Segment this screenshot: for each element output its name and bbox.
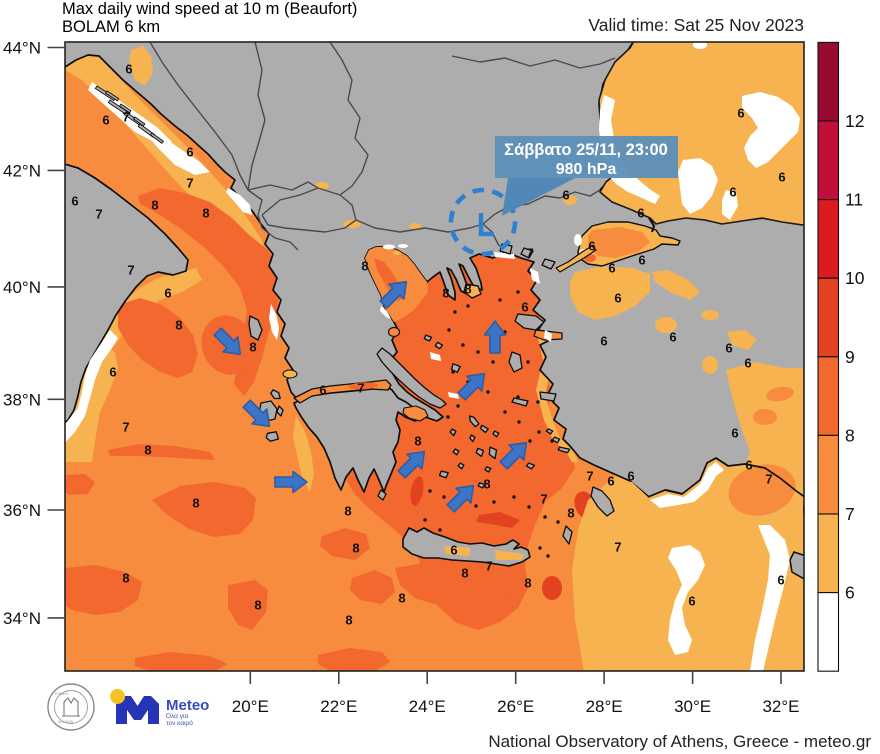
svg-text:32°E: 32°E — [762, 697, 799, 716]
svg-text:8: 8 — [845, 425, 855, 445]
svg-text:Max daily wind speed at 10 m (: Max daily wind speed at 10 m (Beaufort) — [62, 0, 357, 18]
svg-text:8: 8 — [151, 198, 158, 213]
svg-text:6: 6 — [737, 106, 744, 121]
svg-text:Meteo: Meteo — [166, 697, 209, 714]
svg-text:National Observatory of Athens: National Observatory of Athens, Greece -… — [488, 732, 871, 751]
svg-text:8: 8 — [524, 576, 531, 591]
svg-text:6: 6 — [777, 573, 784, 588]
svg-text:7: 7 — [357, 381, 364, 396]
svg-text:8: 8 — [345, 613, 352, 628]
svg-text:6: 6 — [637, 206, 644, 221]
svg-text:BOLAM 6 km: BOLAM 6 km — [62, 18, 160, 36]
svg-text:7: 7 — [95, 207, 102, 222]
svg-text:6: 6 — [521, 300, 528, 315]
svg-text:8: 8 — [254, 598, 261, 613]
svg-text:6: 6 — [109, 365, 116, 380]
svg-text:6: 6 — [725, 341, 732, 356]
svg-text:28°E: 28°E — [586, 697, 623, 716]
svg-text:44°N: 44°N — [3, 39, 41, 58]
svg-text:20°E: 20°E — [232, 697, 269, 716]
svg-text:6: 6 — [450, 543, 457, 558]
svg-text:8: 8 — [414, 434, 421, 449]
svg-text:8: 8 — [202, 206, 209, 221]
svg-text:6: 6 — [729, 185, 736, 200]
svg-text:6: 6 — [164, 286, 171, 301]
svg-text:26°E: 26°E — [497, 697, 534, 716]
svg-text:38°N: 38°N — [3, 390, 41, 409]
svg-text:6: 6 — [71, 194, 78, 209]
svg-text:8: 8 — [464, 282, 471, 297]
svg-text:8: 8 — [483, 477, 490, 492]
svg-text:6: 6 — [614, 291, 621, 306]
svg-text:8: 8 — [352, 541, 359, 556]
svg-text:ΕΘΝΙΚΟ: ΕΘΝΙΚΟ — [55, 692, 69, 696]
svg-text:12: 12 — [845, 111, 864, 131]
svg-text:8: 8 — [361, 259, 368, 274]
svg-text:40°N: 40°N — [3, 278, 41, 297]
svg-text:6: 6 — [600, 334, 607, 349]
svg-text:6: 6 — [669, 330, 676, 345]
svg-text:7: 7 — [845, 504, 855, 524]
svg-text:7: 7 — [127, 263, 134, 278]
svg-text:10: 10 — [845, 268, 865, 288]
svg-text:6: 6 — [588, 239, 595, 254]
svg-text:9: 9 — [845, 347, 855, 367]
svg-text:7: 7 — [485, 559, 492, 574]
svg-text:8: 8 — [192, 496, 199, 511]
svg-text:8: 8 — [144, 443, 151, 458]
svg-text:ΑΘΗΝΩΝ: ΑΘΗΝΩΝ — [58, 720, 74, 724]
svg-text:τον καιρό: τον καιρό — [166, 719, 193, 727]
svg-text:6: 6 — [608, 261, 615, 276]
svg-text:8: 8 — [398, 591, 405, 606]
svg-text:22°E: 22°E — [320, 697, 357, 716]
svg-text:7: 7 — [765, 472, 772, 487]
svg-text:7: 7 — [186, 176, 193, 191]
svg-text:8: 8 — [442, 286, 449, 301]
svg-text:30°E: 30°E — [674, 697, 711, 716]
svg-text:7: 7 — [614, 540, 621, 555]
svg-text:8: 8 — [249, 340, 256, 355]
svg-text:34°N: 34°N — [3, 609, 41, 628]
svg-text:24°E: 24°E — [409, 697, 446, 716]
svg-text:6: 6 — [688, 594, 695, 609]
svg-text:6: 6 — [186, 145, 193, 160]
svg-text:6: 6 — [125, 62, 132, 77]
svg-text:6: 6 — [562, 188, 569, 203]
svg-text:6: 6 — [102, 113, 109, 128]
svg-text:7: 7 — [122, 420, 129, 435]
svg-text:6: 6 — [845, 583, 855, 603]
svg-text:36°N: 36°N — [3, 501, 41, 520]
svg-text:42°N: 42°N — [3, 161, 41, 180]
svg-text:6: 6 — [627, 469, 634, 484]
svg-text:7: 7 — [122, 110, 129, 125]
svg-text:6: 6 — [745, 458, 752, 473]
svg-text:8: 8 — [344, 504, 351, 519]
svg-text:6: 6 — [638, 253, 645, 268]
svg-text:7: 7 — [540, 492, 547, 507]
svg-text:8: 8 — [175, 318, 182, 333]
svg-text:6: 6 — [778, 170, 785, 185]
svg-text:7: 7 — [586, 469, 593, 484]
svg-text:Σάββατο 25/11, 23:00: Σάββατο 25/11, 23:00 — [504, 141, 668, 159]
svg-text:6: 6 — [607, 474, 614, 489]
svg-text:6: 6 — [731, 426, 738, 441]
svg-text:8: 8 — [567, 506, 574, 521]
svg-text:6: 6 — [319, 383, 326, 398]
svg-text:Valid time: Sat 25 Nov 2023: Valid time: Sat 25 Nov 2023 — [588, 15, 804, 35]
svg-text:Όλα για: Όλα για — [165, 713, 188, 720]
svg-text:6: 6 — [744, 356, 751, 371]
svg-text:11: 11 — [845, 190, 863, 210]
svg-text:7: 7 — [526, 246, 533, 261]
svg-text:8: 8 — [461, 566, 468, 581]
svg-text:8: 8 — [122, 571, 129, 586]
svg-text:980 hPa: 980 hPa — [556, 161, 617, 178]
